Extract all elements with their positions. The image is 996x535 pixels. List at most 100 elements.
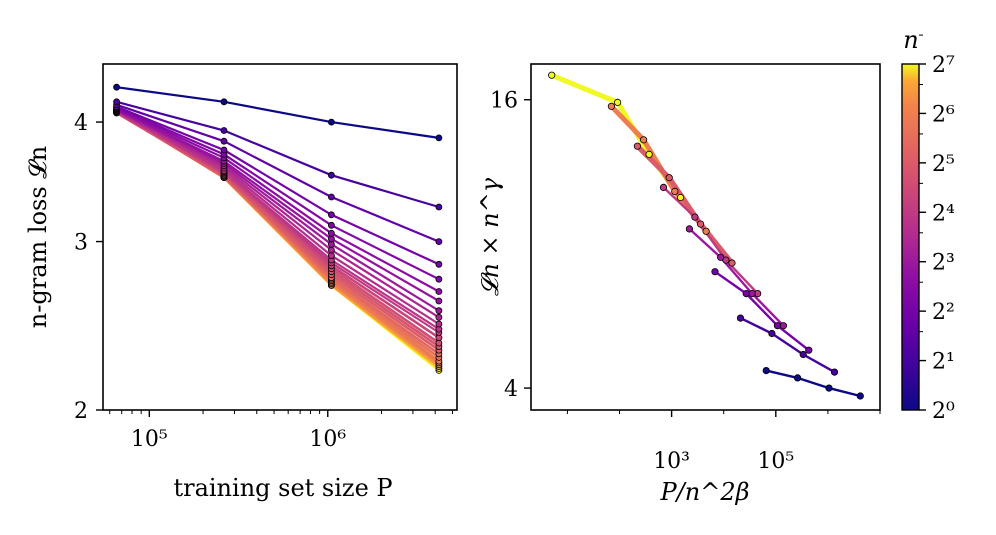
right-point-n8-2 — [748, 289, 756, 298]
left-panel: 10⁵ 10⁶ 2 3 4 training set size P n-gram los… — [24, 63, 458, 502]
colorbar-tick-label-0: 2⁰ — [932, 399, 955, 424]
left-point-n6-2 — [327, 229, 335, 237]
right-point-n1-1 — [793, 374, 802, 382]
right-plot-marks — [548, 71, 864, 400]
left-point-n4-3 — [435, 260, 443, 268]
left-point-n6-3 — [435, 288, 443, 295]
colorbar-gradient — [901, 63, 920, 411]
colorbar-label: n — [903, 26, 918, 54]
left-series-line-n5 — [116, 106, 440, 281]
colorbar: 2⁰ 2¹ 2² 2³ 2⁴ 2⁵ 2⁶ 2⁷ n — [901, 26, 955, 424]
left-plot-marks — [113, 83, 443, 374]
left-point-n12-2 — [327, 252, 335, 260]
right-series-line-n16 — [662, 186, 759, 295]
right-ytick-label-0: 4 — [504, 377, 518, 402]
left-point-n2-0 — [113, 98, 120, 106]
right-point-n8-1 — [716, 253, 725, 261]
right-point-n4-1 — [742, 289, 750, 298]
right-ylabel: 𝓛n × n^γ — [476, 177, 504, 296]
left-point-n3-1 — [220, 137, 228, 145]
left-axes-frame — [102, 63, 458, 411]
right-point-n128-0 — [548, 71, 556, 79]
left-point-n1-3 — [435, 134, 443, 142]
right-point-n16-0 — [659, 183, 668, 191]
left-series-line-n7 — [116, 108, 440, 302]
right-point-n128-3 — [676, 193, 685, 202]
right-axes-frame — [530, 63, 881, 411]
right-point-n32-1 — [665, 174, 673, 182]
right-panel: 10³ 10⁵ 4 16 P/n^2β 𝓛n × n^γ — [476, 63, 881, 506]
right-point-n64-1 — [639, 136, 648, 144]
left-ytick-label-2: 4 — [74, 111, 88, 136]
right-point-n32-2 — [696, 220, 705, 228]
left-point-n8-3 — [435, 307, 443, 315]
right-point-n2-2 — [799, 350, 807, 359]
left-ticks: 10⁵ 10⁶ 2 3 4 — [74, 111, 453, 452]
left-point-n3-3 — [435, 238, 443, 246]
left-xtick-label-0: 10⁵ — [131, 427, 168, 452]
colorbar-tick-label-2: 2² — [932, 300, 955, 325]
left-point-n2-3 — [435, 203, 443, 211]
right-point-n4-0 — [711, 268, 719, 276]
right-series-line-n128 — [550, 72, 683, 199]
left-point-n4-2 — [327, 211, 335, 219]
right-point-n32-0 — [633, 142, 642, 150]
right-series-line-n4 — [714, 270, 810, 352]
left-point-n2-1 — [220, 127, 228, 134]
left-point-n12-3 — [435, 320, 443, 328]
left-point-n5-3 — [435, 275, 443, 283]
left-series-line-n3 — [116, 103, 440, 243]
right-point-n2-1 — [768, 329, 776, 338]
left-series-line-n1 — [116, 86, 440, 139]
right-xtick-label-1: 10⁵ — [757, 449, 794, 474]
left-ytick-label-1: 3 — [74, 231, 88, 256]
right-series-line-n8 — [688, 228, 785, 327]
right-point-n8-0 — [685, 225, 694, 233]
right-point-n1-0 — [762, 366, 770, 375]
left-point-n10-3 — [435, 313, 443, 321]
colorbar-tick-label-6: 2⁶ — [932, 102, 955, 127]
right-point-n64-3 — [702, 227, 710, 235]
left-xtick-label-1: 10⁶ — [309, 427, 346, 452]
right-ticks: 10³ 10⁵ 4 16 — [490, 89, 881, 474]
left-point-n10-2 — [327, 246, 335, 254]
right-point-n1-2 — [825, 384, 833, 392]
right-series-line-n2 — [739, 317, 836, 374]
right-xlabel: P/n^2β — [660, 478, 750, 506]
colorbar-ticks: 2⁰ 2¹ 2² 2³ 2⁴ 2⁵ 2⁶ 2⁷ — [919, 34, 955, 424]
left-point-n3-2 — [327, 193, 335, 201]
right-point-n128-1 — [613, 98, 622, 107]
right-point-n4-2 — [773, 322, 782, 330]
left-point-n1-0 — [113, 83, 120, 91]
right-point-n1-3 — [856, 392, 864, 400]
left-ylabel: n-gram loss 𝓛n — [24, 146, 52, 328]
right-point-n64-2 — [671, 187, 679, 195]
left-series-line-n4 — [116, 105, 440, 266]
left-series-line-n14 — [116, 110, 440, 331]
right-point-n16-1 — [691, 213, 699, 221]
left-point-n5-2 — [327, 221, 335, 229]
right-ytick-label-1: 16 — [490, 89, 518, 114]
left-series-line-n2 — [116, 100, 440, 209]
right-point-n2-3 — [830, 368, 839, 376]
right-point-n64-0 — [607, 102, 616, 110]
right-point-n8-3 — [779, 322, 788, 330]
left-point-n4-1 — [220, 146, 228, 154]
right-series-line-n1 — [765, 369, 861, 398]
colorbar-tick-label-5: 2⁵ — [932, 152, 955, 177]
colorbar-tick-label-3: 2³ — [932, 251, 955, 276]
left-series-line-n10 — [116, 109, 440, 319]
left-point-n2-2 — [327, 171, 335, 179]
left-point-n1-2 — [327, 118, 335, 126]
left-ytick-label-0: 2 — [74, 399, 88, 424]
right-xtick-label-0: 10³ — [653, 449, 690, 474]
left-point-n1-1 — [220, 98, 228, 106]
colorbar-tick-label-1: 2¹ — [932, 350, 955, 375]
colorbar-tick-label-7: 2⁷ — [932, 53, 955, 78]
left-xlabel: training set size P — [173, 474, 392, 502]
right-series-line-n32 — [635, 144, 734, 265]
left-series-line-n6 — [116, 107, 440, 293]
right-point-n128-2 — [645, 150, 653, 158]
right-point-n2-0 — [736, 314, 745, 322]
